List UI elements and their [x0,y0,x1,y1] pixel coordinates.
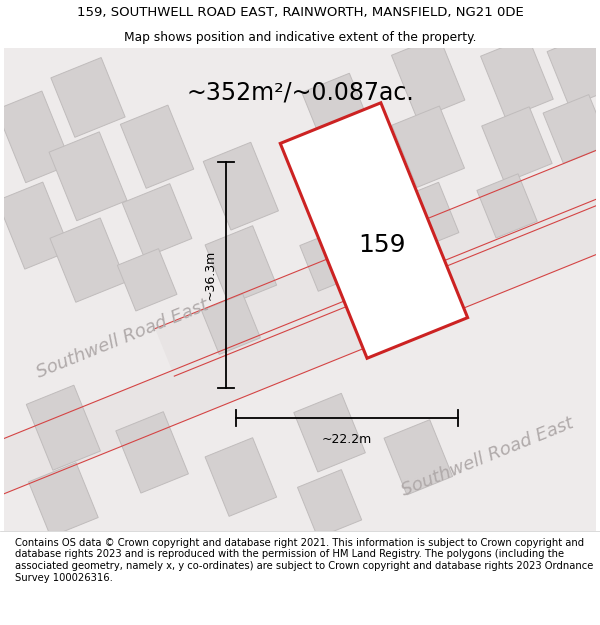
Text: 159, SOUTHWELL ROAD EAST, RAINWORTH, MANSFIELD, NG21 0DE: 159, SOUTHWELL ROAD EAST, RAINWORTH, MAN… [77,6,523,19]
Polygon shape [392,106,464,188]
Polygon shape [294,393,365,472]
Text: ~22.2m: ~22.2m [322,433,372,446]
Polygon shape [0,91,71,182]
Polygon shape [547,33,600,106]
Polygon shape [29,462,98,537]
Text: Contains OS data © Crown copyright and database right 2021. This information is : Contains OS data © Crown copyright and d… [15,538,593,582]
Polygon shape [397,182,459,249]
Polygon shape [391,36,465,119]
Polygon shape [203,142,278,230]
Polygon shape [118,249,177,311]
Polygon shape [280,102,467,358]
Polygon shape [303,154,376,238]
Polygon shape [0,182,70,269]
Polygon shape [116,412,188,493]
Polygon shape [300,229,359,291]
Polygon shape [49,132,127,221]
Polygon shape [121,105,194,188]
Text: Southwell Road East: Southwell Road East [34,296,211,382]
Text: ~352m²/~0.087ac.: ~352m²/~0.087ac. [186,81,414,104]
Polygon shape [477,174,537,238]
Polygon shape [155,0,600,376]
Text: 159: 159 [358,233,406,258]
Text: Map shows position and indicative extent of the property.: Map shows position and indicative extent… [124,31,476,44]
Polygon shape [205,226,277,304]
Polygon shape [543,94,600,163]
Polygon shape [51,58,125,138]
Text: Southwell Road East: Southwell Road East [398,414,576,500]
Polygon shape [481,37,553,118]
Polygon shape [202,294,260,354]
Polygon shape [122,184,192,258]
Polygon shape [482,107,552,182]
Polygon shape [298,469,362,538]
Polygon shape [384,420,452,495]
Polygon shape [302,73,377,161]
Text: ~36.3m: ~36.3m [204,250,217,300]
Polygon shape [26,385,100,470]
Polygon shape [0,189,600,568]
Polygon shape [205,438,277,516]
Polygon shape [50,218,126,302]
